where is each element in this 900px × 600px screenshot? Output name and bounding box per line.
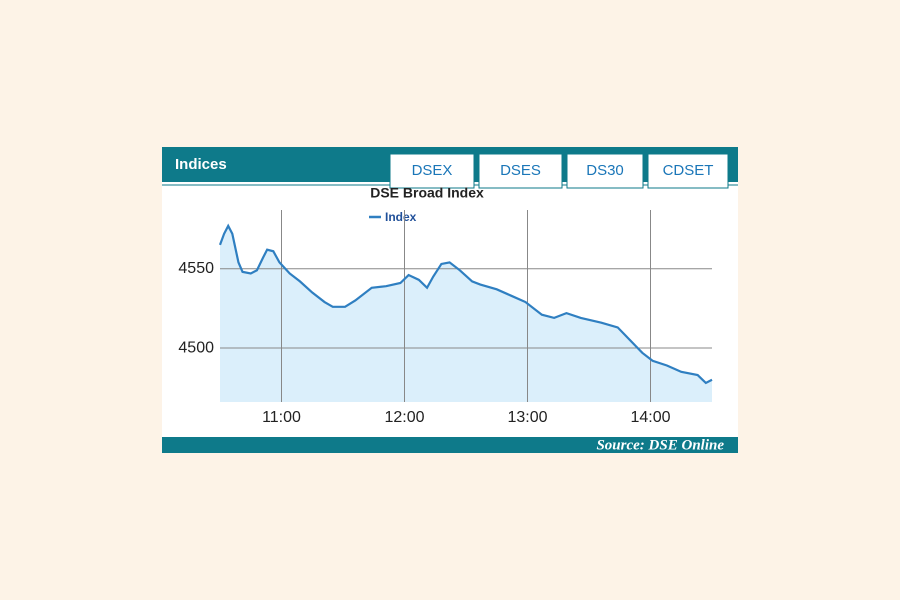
tab[interactable] (478, 153, 563, 189)
x-tick-label: 12:00 (384, 409, 424, 426)
plot: Index 4500 4550 11:00 12:00 13:00 14:00 (178, 210, 713, 426)
area-fill (220, 225, 712, 402)
series-line (218, 223, 713, 385)
tab[interactable] (389, 153, 475, 189)
tab-label[interactable]: DSES (500, 162, 541, 179)
header-title: Indices (175, 156, 227, 173)
tab-label[interactable]: DSEX (412, 162, 453, 179)
tab-bar: DSEX DSES DS30 CDSET (389, 153, 729, 189)
tab-label[interactable]: CDSET (663, 162, 714, 179)
x-tick-label: 11:00 (262, 409, 301, 426)
tab[interactable] (647, 153, 729, 189)
tab-label[interactable]: DS30 (586, 162, 624, 179)
tab[interactable] (566, 153, 644, 189)
x-tick-label: 13:00 (507, 409, 547, 426)
chart-title: DSE Broad Index (370, 185, 484, 201)
x-tick-label: 14:00 (630, 409, 670, 426)
y-tick-label: 4500 (178, 339, 214, 356)
footer-bar (162, 437, 738, 453)
source-note: Source: DSE Online (596, 437, 724, 453)
y-tick-label: 4550 (178, 260, 214, 277)
legend-label: Index (385, 210, 417, 224)
